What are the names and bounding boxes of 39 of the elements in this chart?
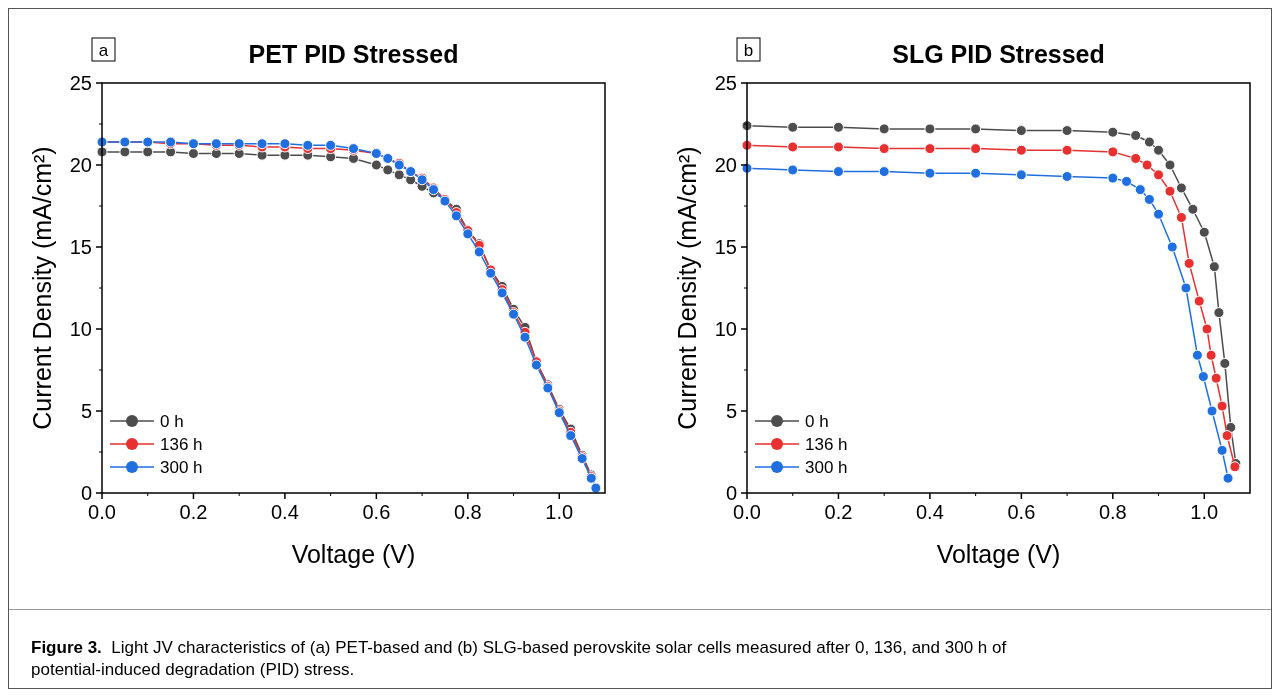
y-tick-label: 0 [725, 482, 737, 504]
legend-label: 136 h [160, 435, 203, 454]
y-tick-label: 20 [714, 154, 737, 176]
y-tick-label: 25 [714, 72, 737, 94]
x-axis-title: Voltage (V) [936, 540, 1061, 568]
y-tick-label: 15 [69, 236, 92, 258]
legend-label: 0 h [805, 412, 829, 431]
x-tick-label: 0.8 [453, 501, 482, 523]
x-axis-title: Voltage (V) [291, 540, 416, 568]
x-tick-label: 0.6 [1007, 501, 1036, 523]
x-tick-label: 0.2 [824, 501, 853, 523]
text: 0.0 [88, 501, 116, 523]
y-axis-title: Current Density (mA/cm²) [28, 146, 56, 430]
y-tick-label: 5 [725, 400, 737, 422]
y-tick-label: 25 [69, 72, 92, 94]
y-axis-title: Current Density (mA/cm²) [673, 146, 701, 430]
x-tick-label: 0.6 [362, 501, 391, 523]
legend-label: 136 h [805, 435, 848, 454]
y-tick-label: 10 [69, 318, 92, 340]
text: 1.0 [545, 501, 574, 523]
y-tick-label: 10 [714, 318, 737, 340]
y-tick-label: 5 [80, 400, 92, 422]
chart-title: PET PID Stressed [248, 40, 459, 68]
x-tick-label: 0.4 [916, 501, 944, 523]
x-tick-label: 0.8 [1098, 501, 1127, 523]
y-tick-label: 0 [80, 482, 92, 504]
legend-label: 0 h [160, 412, 184, 431]
text: 0.0 [733, 501, 761, 523]
chart-title: SLG PID Stressed [892, 40, 1105, 68]
text: b [743, 41, 754, 60]
y-tick-label: 15 [714, 236, 737, 258]
y-tick-label: 20 [69, 154, 92, 176]
caption: Figure 3. [31, 638, 102, 657]
legend-label: 300 h [805, 458, 848, 477]
text: a [98, 41, 109, 60]
x-tick-label: 0.2 [179, 501, 208, 523]
x-tick-label: 0.4 [271, 501, 299, 523]
legend-label: 300 h [160, 458, 203, 477]
text: 1.0 [1190, 501, 1219, 523]
